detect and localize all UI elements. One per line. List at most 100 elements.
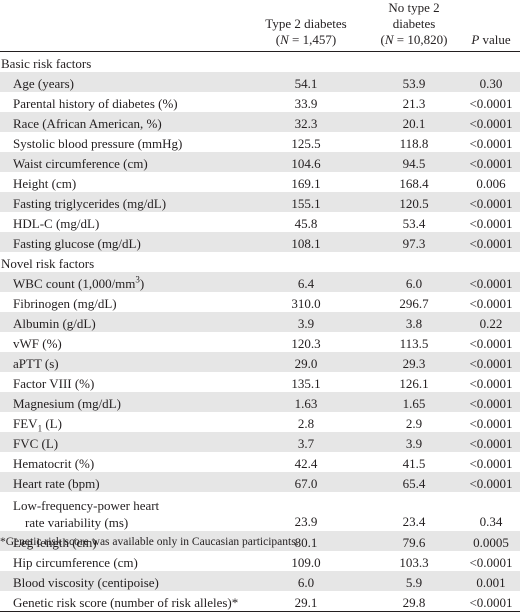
p-value: <0.0001 (469, 136, 513, 151)
header-type2-diabetes: Type 2 diabetes (N = 1,457) (246, 0, 366, 52)
table-row: aPTT (s) 29.0 29.3 <0.0001 (0, 352, 520, 372)
table-row: WBC count (1,000/mm3) 6.4 6.0 <0.0001 (0, 272, 520, 292)
value-type2: 310.0 (291, 296, 321, 311)
section-heading: Basic risk factors (0, 52, 520, 73)
value-type2: 125.5 (291, 136, 321, 151)
table-row: vWF (%) 120.3 113.5 <0.0001 (0, 332, 520, 352)
row-label: Parental history of diabetes (%) (13, 96, 178, 111)
table-row: FEV1 (L) 2.8 2.9 <0.0001 (0, 412, 520, 433)
value-type2: 29.1 (246, 591, 366, 612)
value-no-type2: 53.4 (402, 216, 426, 231)
row-label: Fasting glucose (mg/dL) (0, 232, 246, 252)
table-row: Hip circumference (cm) 109.0 103.3 <0.0001 (0, 551, 520, 571)
p-value: <0.0001 (469, 555, 513, 570)
value-no-type2: 3.8 (366, 312, 462, 332)
value-no-type2: 118.8 (399, 136, 429, 151)
p-value: <0.0001 (469, 376, 513, 391)
table-row: Factor VIII (%) 135.1 126.1 <0.0001 (0, 372, 520, 392)
table-row: Fasting triglycerides (mg/dL) 155.1 120.5 <… (0, 192, 520, 212)
row-label: vWF (%) (13, 336, 62, 351)
p-value: <0.0001 (469, 416, 513, 431)
value-no-type2: 97.3 (366, 232, 462, 252)
table-row: HDL-C (mg/dL) 45.8 53.4 <0.0001 (0, 212, 520, 232)
table-header: Type 2 diabetes (N = 1,457) No type 2 di… (0, 0, 520, 52)
value-no-type2: 79.6 (366, 531, 462, 551)
row-label: HDL-C (mg/dL) (13, 216, 100, 231)
row-label: Magnesium (mg/dL) (0, 392, 246, 412)
value-no-type2: 23.4 (402, 514, 426, 529)
p-value: <0.0001 (462, 472, 520, 492)
row-label: Low-frequency-power heart rate variabilit… (13, 498, 160, 530)
table-row: Heart rate (bpm) 67.0 65.4 <0.0001 (0, 472, 520, 492)
value-no-type2: 29.3 (366, 352, 462, 372)
value-no-type2: 113.5 (399, 336, 429, 351)
table-row: Hematocrit (%) 42.4 41.5 <0.0001 (0, 452, 520, 472)
table-row: Race (African American, %) 32.3 20.1 <0.000… (0, 112, 520, 132)
row-label: Hip circumference (cm) (13, 555, 138, 570)
value-no-type2: 103.3 (399, 555, 429, 570)
header-p-value: P value (471, 32, 511, 47)
p-value: <0.0001 (469, 216, 513, 231)
value-type2: 1.63 (246, 392, 366, 412)
value-type2: 120.3 (291, 336, 321, 351)
p-value: <0.0001 (462, 192, 520, 212)
value-no-type2: 65.4 (366, 472, 462, 492)
row-label: WBC count (1,000/mm3) (0, 272, 246, 292)
table-body: Basic risk factors Age (years) 54.1 53.9 0.3… (0, 52, 520, 612)
value-no-type2: 21.3 (402, 96, 426, 111)
p-value: <0.0001 (462, 432, 520, 452)
p-value: <0.0001 (469, 456, 513, 471)
p-value: <0.0001 (469, 336, 513, 351)
value-type2: 3.9 (246, 312, 366, 332)
value-no-type2: 1.65 (366, 392, 462, 412)
header-no-type2-diabetes: No type 2 diabetes (N = 10,820) (366, 0, 462, 52)
value-no-type2: 3.9 (366, 432, 462, 452)
row-label: Leg length (cm) (0, 531, 246, 551)
p-value: <0.0001 (462, 112, 520, 132)
value-type2: 2.8 (297, 416, 315, 431)
value-no-type2: 120.5 (366, 192, 462, 212)
value-no-type2: 29.8 (366, 591, 462, 612)
p-value: <0.0001 (469, 296, 513, 311)
row-label: Waist circumference (cm) (0, 152, 246, 172)
p-value: <0.0001 (462, 591, 520, 612)
value-no-type2: 41.5 (402, 456, 426, 471)
table-row: Age (years) 54.1 53.9 0.30 (0, 72, 520, 92)
value-type2: 33.9 (294, 96, 318, 111)
value-type2: 42.4 (294, 456, 318, 471)
p-value: 0.22 (462, 312, 520, 332)
value-type2: 32.3 (246, 112, 366, 132)
row-label: Factor VIII (%) (13, 376, 95, 391)
value-no-type2: 126.1 (399, 376, 429, 391)
header-no-type2-line2: (N = 10,820) (380, 32, 448, 47)
header-blank (0, 0, 246, 52)
p-value: <0.0001 (462, 272, 520, 292)
value-no-type2: 53.9 (366, 72, 462, 92)
value-type2: 135.1 (291, 376, 321, 391)
row-label: Genetic risk score (number of risk allel… (0, 591, 246, 612)
value-type2: 169.1 (291, 176, 321, 191)
value-type2: 67.0 (246, 472, 366, 492)
p-value: <0.0001 (462, 352, 520, 372)
table-row: Fasting glucose (mg/dL) 108.1 97.3 <0.0001 (0, 232, 520, 252)
table-row: Blood viscosity (centipoise) 6.0 5.9 0.001 (0, 571, 520, 591)
section-heading: Novel risk factors (0, 252, 520, 272)
row-label: Fibrinogen (mg/dL) (13, 296, 117, 311)
value-no-type2: 94.5 (366, 152, 462, 172)
value-type2: 108.1 (246, 232, 366, 252)
row-label: Albumin (g/dL) (0, 312, 246, 332)
table-row: Fibrinogen (mg/dL) 310.0 296.7 <0.0001 (0, 292, 520, 312)
value-type2: 54.1 (246, 72, 366, 92)
row-label: Age (years) (0, 72, 246, 92)
value-type2: 109.0 (291, 555, 321, 570)
value-type2: 45.8 (294, 216, 318, 231)
p-value: <0.0001 (469, 96, 513, 111)
value-no-type2: 5.9 (366, 571, 462, 591)
row-label: Systolic blood pressure (mmHg) (13, 136, 183, 151)
table-row: Waist circumference (cm) 104.6 94.5 <0.0001 (0, 152, 520, 172)
value-type2: 29.0 (246, 352, 366, 372)
header-type2-line1: Type 2 diabetes (265, 16, 347, 31)
row-label: Height (cm) (13, 176, 77, 191)
p-value: 0.30 (462, 72, 520, 92)
